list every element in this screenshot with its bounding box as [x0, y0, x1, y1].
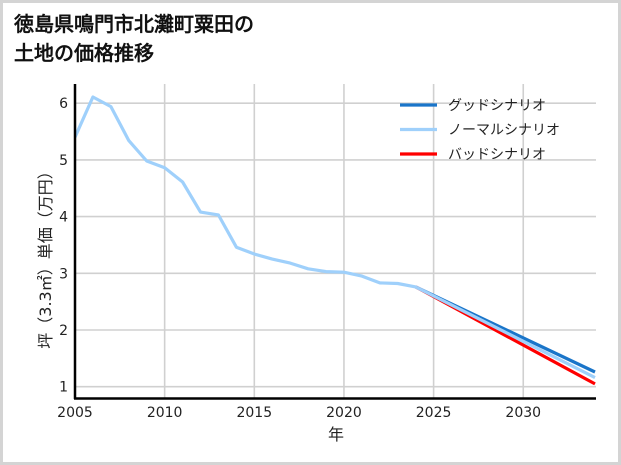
- y-tick-label: 3: [59, 266, 68, 282]
- x-tick-label: 2010: [147, 405, 183, 421]
- x-tick-labels: 2005 2010 2015 2020 2025 2030: [57, 405, 541, 421]
- axes: [73, 84, 596, 400]
- x-axis-title: 年: [328, 425, 344, 444]
- legend-label: バッドシナリオ: [448, 147, 546, 163]
- legend-label: グッドシナリオ: [448, 98, 546, 114]
- y-tick-labels: 1 2 3 4 5 6: [59, 96, 68, 396]
- y-tick-label: 2: [59, 323, 68, 339]
- y-axis-title: 坪（3.3㎡）単価（万円）: [36, 163, 55, 348]
- chart-title: 徳島県鳴門市北灘町粟田の 土地の価格推移: [14, 10, 254, 68]
- x-tick-label: 2030: [505, 405, 541, 421]
- legend-label: ノーマルシナリオ: [448, 123, 560, 139]
- x-tick-label: 2020: [326, 405, 362, 421]
- y-tick-label: 5: [59, 153, 68, 169]
- y-tick-label: 4: [59, 210, 68, 226]
- x-tick-label: 2005: [57, 405, 93, 421]
- data-series: [75, 95, 596, 386]
- series-line: [75, 95, 596, 380]
- x-tick-label: 2015: [236, 405, 272, 421]
- y-tick-label: 6: [59, 96, 68, 112]
- chart-title-line1: 徳島県鳴門市北灘町粟田の: [14, 12, 254, 36]
- y-tick-label: 1: [59, 380, 68, 396]
- chart-title-line2: 土地の価格推移: [14, 41, 154, 65]
- x-tick-label: 2025: [416, 405, 452, 421]
